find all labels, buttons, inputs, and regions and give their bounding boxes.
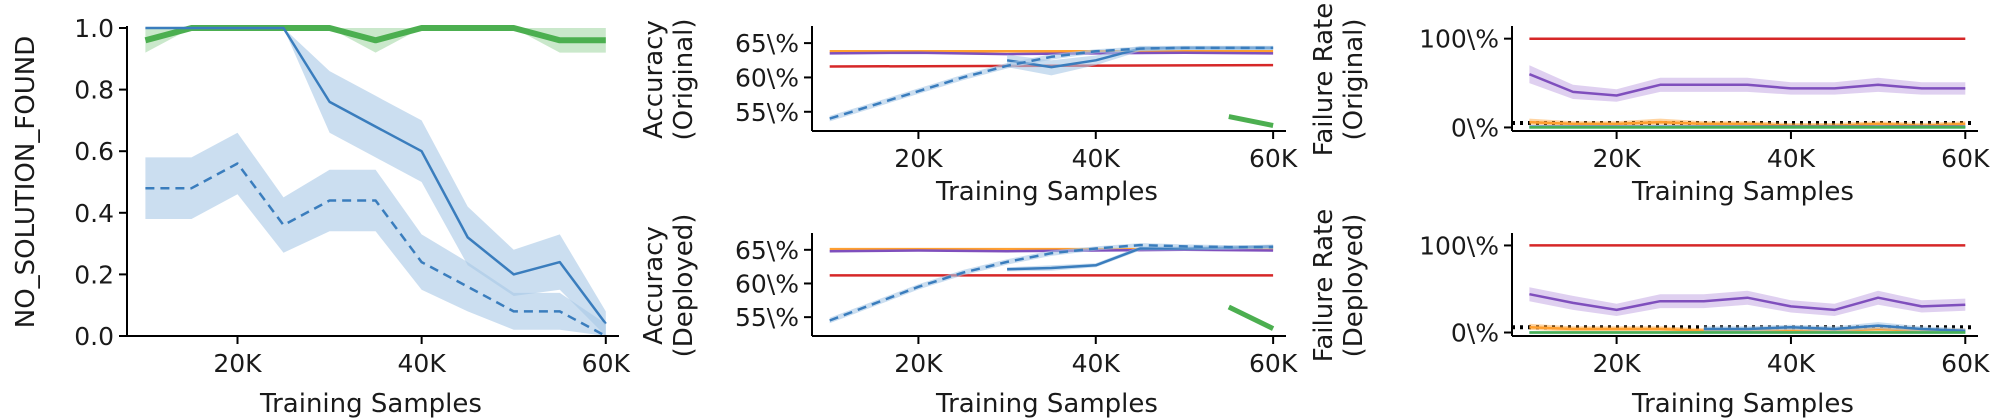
y-tick-label: 55\%	[735, 303, 799, 332]
chart-accuracy-deployed: 20K 40K 60K 55\% 60\% 65\% Training Samples Acc…	[639, 214, 1298, 419]
y-tick-label: 0.2	[74, 260, 114, 289]
x-axis-title: Training Samples	[259, 389, 482, 419]
x-tick-label: 60K	[1941, 144, 1990, 173]
chart-no-solution: 20K 40K 60K 0.0 0.2 0.4 0.6 0.8 1.0 Training Samp…	[11, 14, 630, 419]
y-tick-label: 65\%	[735, 236, 799, 265]
series-band-1	[1529, 65, 1966, 102]
x-tick-label: 20K	[894, 144, 943, 173]
y-axis-title: Accuracy	[639, 20, 669, 139]
y-tick-label: 100\%	[1419, 231, 1499, 260]
series-line-2	[145, 162, 607, 338]
series-line-1	[145, 26, 607, 325]
series-band-1	[145, 28, 606, 336]
x-axis-title: Training Samples	[935, 389, 1158, 419]
y-axis-title: (Deployed)	[669, 214, 699, 358]
x-tick-label: 40K	[1767, 144, 1816, 173]
x-tick-label: 60K	[1249, 349, 1298, 378]
x-axis-title: Training Samples	[935, 177, 1158, 207]
x-tick-label: 40K	[398, 349, 447, 378]
x-tick-label: 20K	[1592, 349, 1641, 378]
series-line-1	[1529, 292, 1966, 312]
x-axis-title: Training Samples	[1631, 177, 1854, 207]
x-tick-label: 60K	[1249, 144, 1298, 173]
series-band-3	[1007, 244, 1274, 272]
y-tick-label: 1.0	[74, 14, 114, 43]
y-tick-label: 0.6	[74, 137, 114, 166]
y-tick-label: 0.0	[74, 322, 114, 351]
series-band-2	[145, 132, 606, 336]
y-tick-label: 100\%	[1419, 25, 1499, 54]
y-tick-label: 0\%	[1451, 113, 1499, 142]
chart-failure-original: 20K 40K 60K 0\% 100\% Training Samples Failure…	[1309, 3, 1990, 207]
x-tick-label: 20K	[894, 349, 943, 378]
y-axis-title: (Original)	[669, 18, 699, 140]
y-tick-label: 55\%	[735, 98, 799, 127]
y-tick-label: 0\%	[1451, 319, 1499, 348]
y-tick-label: 0.8	[74, 76, 114, 105]
y-axis-title: (Original)	[1339, 18, 1369, 140]
x-tick-label: 40K	[1072, 144, 1121, 173]
series-line-3	[1703, 324, 1966, 333]
y-axis-title: Failure Rate	[1309, 209, 1339, 362]
series-line-5	[1227, 304, 1275, 331]
x-tick-label: 20K	[1592, 144, 1641, 173]
y-tick-label: 60\%	[735, 63, 799, 92]
x-tick-label: 40K	[1072, 349, 1121, 378]
x-tick-label: 20K	[213, 349, 262, 378]
y-axis-title: Accuracy	[639, 226, 669, 345]
y-tick-label: 60\%	[735, 269, 799, 298]
chart-failure-deployed: 20K 40K 60K 0\% 100\% Training Samples Failure…	[1309, 209, 1990, 419]
y-tick-label: 0.4	[74, 199, 114, 228]
series-band-3	[1703, 322, 1966, 333]
y-axis-title: Failure Rate	[1309, 3, 1339, 156]
x-tick-label: 60K	[582, 349, 631, 378]
series-band-1	[1529, 287, 1966, 316]
series-band-3	[1007, 45, 1274, 76]
series-line-4	[829, 243, 1274, 322]
x-tick-label: 40K	[1767, 349, 1816, 378]
y-axis-title: (Deployed)	[1339, 214, 1369, 358]
x-axis-title: Training Samples	[1631, 389, 1854, 419]
series-band-4	[829, 243, 1274, 324]
series-line-4	[829, 46, 1274, 120]
chart-accuracy-original: 20K 40K 60K 55\% 60\% 65\% Training Samples Acc…	[639, 18, 1298, 207]
x-tick-label: 60K	[1941, 349, 1990, 378]
series-line-1	[1528, 73, 1966, 97]
y-tick-label: 65\%	[735, 29, 799, 58]
series-line-5	[1228, 114, 1274, 128]
y-axis-title: NO_SOLUTION_FOUND	[11, 36, 41, 329]
series-line-2	[829, 51, 1274, 56]
series-line-2	[1529, 120, 1966, 127]
